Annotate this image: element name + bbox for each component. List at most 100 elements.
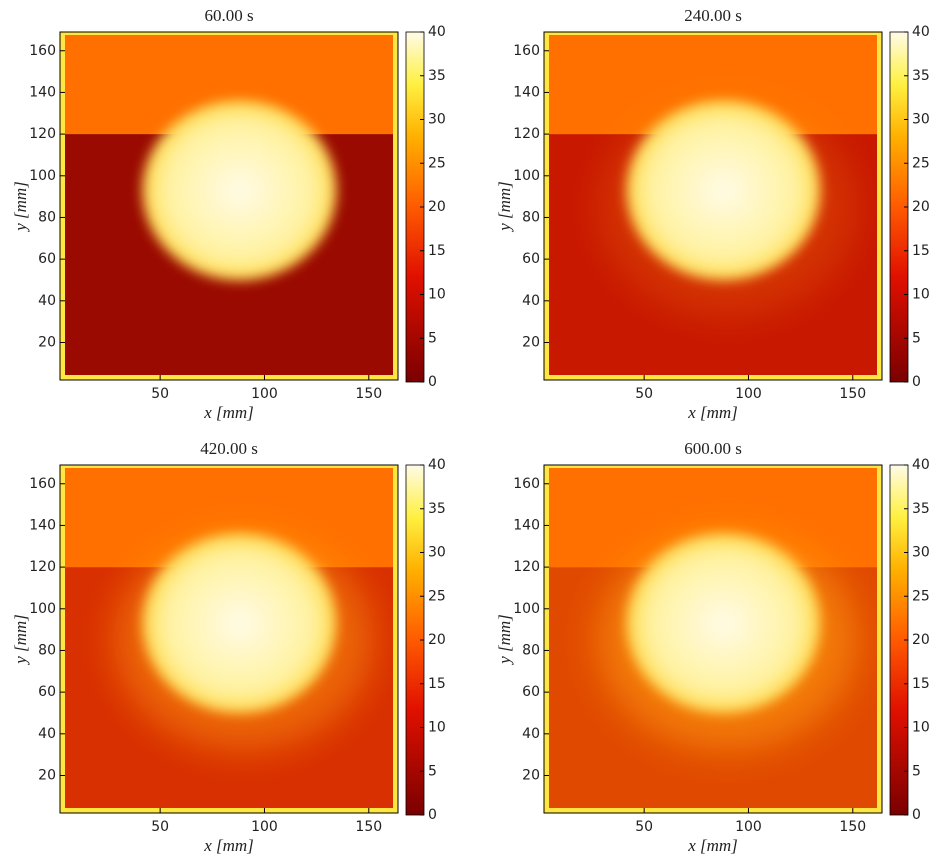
colorbar-tick-label: 35 bbox=[428, 68, 446, 84]
x-tick-label: 100 bbox=[735, 819, 762, 835]
colorbar-tick-label: 25 bbox=[912, 588, 930, 604]
colorbar-tick-label: 10 bbox=[912, 287, 930, 303]
x-axis-label: x [mm] bbox=[687, 403, 738, 422]
colorbar-tick-label: 0 bbox=[428, 807, 437, 823]
y-tick-label: 20 bbox=[38, 767, 56, 783]
y-tick-label: 40 bbox=[522, 293, 540, 309]
x-tick-label: 100 bbox=[251, 386, 278, 402]
colorbar-tick-label: 5 bbox=[428, 330, 437, 346]
x-tick-label: 150 bbox=[355, 386, 382, 402]
x-tick-label: 50 bbox=[151, 386, 169, 402]
panel-title: 240.00 s bbox=[684, 6, 742, 25]
frame bbox=[543, 464, 883, 814]
panel-title: 60.00 s bbox=[204, 6, 253, 25]
x-tick-label: 50 bbox=[635, 819, 653, 835]
x-tick-label: 150 bbox=[839, 819, 866, 835]
colorbar-tick-label: 5 bbox=[912, 763, 921, 779]
y-tick-label: 80 bbox=[38, 642, 56, 658]
x-tick-label: 150 bbox=[355, 819, 382, 835]
colorbar-tick-label: 15 bbox=[912, 676, 930, 692]
colorbar-tick-label: 20 bbox=[428, 632, 446, 648]
plume bbox=[142, 100, 337, 281]
colorbar-tick-label: 40 bbox=[428, 24, 446, 40]
panel-title: 600.00 s bbox=[684, 439, 742, 458]
colorbar-tick-label: 20 bbox=[912, 199, 930, 215]
colorbar-tick-label: 15 bbox=[428, 676, 446, 692]
y-tick-label: 60 bbox=[522, 251, 540, 267]
y-tick-label: 40 bbox=[522, 726, 540, 742]
x-tick-label: 100 bbox=[251, 819, 278, 835]
colorbar-tick-label: 0 bbox=[912, 807, 921, 823]
colorbar-tick-label: 10 bbox=[912, 720, 930, 736]
colorbar-tick-label: 5 bbox=[912, 330, 921, 346]
x-axis-label: x [mm] bbox=[203, 836, 254, 855]
y-tick-label: 20 bbox=[522, 767, 540, 783]
y-tick-label: 80 bbox=[522, 642, 540, 658]
y-axis-label: y [mm] bbox=[11, 181, 30, 233]
colorbar-tick-label: 30 bbox=[912, 545, 930, 561]
temperature-field bbox=[544, 32, 882, 380]
frame bbox=[59, 31, 399, 381]
colorbar-tick-label: 5 bbox=[428, 763, 437, 779]
y-tick-label: 60 bbox=[522, 684, 540, 700]
y-axis-label: y [mm] bbox=[11, 614, 30, 666]
y-tick-label: 40 bbox=[38, 726, 56, 742]
x-tick-label: 150 bbox=[839, 386, 866, 402]
y-tick-label: 160 bbox=[29, 476, 56, 492]
y-tick-label: 160 bbox=[29, 43, 56, 59]
colorbar-tick-label: 40 bbox=[428, 457, 446, 473]
colorbar-tick-label: 30 bbox=[912, 112, 930, 128]
panel-title: 420.00 s bbox=[200, 439, 258, 458]
y-tick-label: 120 bbox=[513, 559, 540, 575]
colorbar-tick-label: 10 bbox=[428, 287, 446, 303]
y-tick-label: 160 bbox=[513, 476, 540, 492]
colorbar-tick-label: 15 bbox=[912, 243, 930, 259]
plume bbox=[626, 100, 821, 281]
temperature-field bbox=[60, 32, 398, 380]
colorbar-tick-label: 35 bbox=[428, 501, 446, 517]
y-tick-label: 100 bbox=[513, 601, 540, 617]
y-tick-label: 160 bbox=[513, 43, 540, 59]
colorbar-tick-label: 20 bbox=[428, 199, 446, 215]
frame bbox=[59, 464, 399, 814]
temperature-field bbox=[60, 465, 398, 813]
colorbar-tick-label: 10 bbox=[428, 720, 446, 736]
y-tick-label: 20 bbox=[522, 334, 540, 350]
frame bbox=[543, 31, 883, 381]
y-tick-label: 100 bbox=[513, 168, 540, 184]
colorbar-tick-label: 20 bbox=[912, 632, 930, 648]
temperature-field bbox=[544, 465, 882, 813]
plume bbox=[626, 533, 821, 714]
y-tick-label: 140 bbox=[29, 517, 56, 533]
y-tick-label: 120 bbox=[29, 559, 56, 575]
y-tick-label: 140 bbox=[513, 517, 540, 533]
colorbar-tick-label: 15 bbox=[428, 243, 446, 259]
y-tick-label: 140 bbox=[513, 84, 540, 100]
colorbar-tick-label: 25 bbox=[428, 588, 446, 604]
y-tick-label: 20 bbox=[38, 334, 56, 350]
y-tick-label: 100 bbox=[29, 168, 56, 184]
plume bbox=[142, 533, 337, 714]
y-tick-label: 140 bbox=[29, 84, 56, 100]
colorbar-tick-label: 0 bbox=[428, 374, 437, 390]
y-axis-label: y [mm] bbox=[495, 181, 514, 233]
x-axis-label: x [mm] bbox=[203, 403, 254, 422]
y-tick-label: 60 bbox=[38, 684, 56, 700]
y-tick-label: 60 bbox=[38, 251, 56, 267]
x-tick-label: 50 bbox=[635, 386, 653, 402]
x-tick-label: 50 bbox=[151, 819, 169, 835]
y-tick-label: 80 bbox=[38, 209, 56, 225]
y-tick-label: 40 bbox=[38, 293, 56, 309]
x-axis-label: x [mm] bbox=[687, 836, 738, 855]
y-axis-label: y [mm] bbox=[495, 614, 514, 666]
colorbar-tick-label: 0 bbox=[912, 374, 921, 390]
colorbar-tick-label: 25 bbox=[912, 155, 930, 171]
colorbar-tick-label: 25 bbox=[428, 155, 446, 171]
y-tick-label: 120 bbox=[29, 126, 56, 142]
y-tick-label: 80 bbox=[522, 209, 540, 225]
colorbar-tick-label: 35 bbox=[912, 68, 930, 84]
colorbar-tick-label: 35 bbox=[912, 501, 930, 517]
x-tick-label: 100 bbox=[735, 386, 762, 402]
colorbar-tick-label: 40 bbox=[912, 24, 930, 40]
